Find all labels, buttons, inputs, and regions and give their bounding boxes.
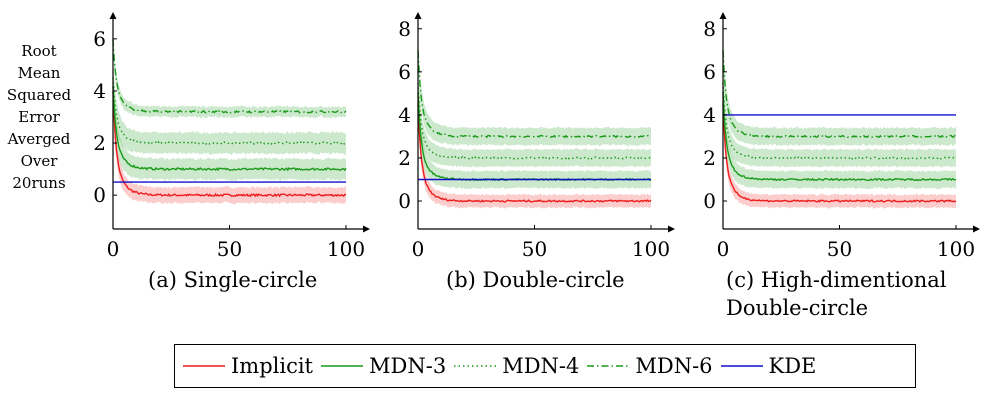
y-tick-label-0: 4 (93, 79, 106, 103)
legend-swatch-kde (720, 365, 763, 367)
x-tick-label-1: 50 (522, 237, 547, 261)
legend-item-kde: KDE (719, 354, 817, 378)
y-tick-label-2: 4 (703, 103, 716, 127)
legend-item-mdn6: MDN-6 (585, 354, 713, 378)
y-tick-label-2: 2 (703, 146, 716, 170)
series-line-mdn-3-0 (112, 85, 347, 172)
x-tick-label-0: 50 (217, 237, 242, 261)
legend-swatch-mdn6 (587, 365, 630, 367)
band-implicit-2 (723, 94, 956, 209)
y-axis-arrow-0 (109, 12, 117, 19)
series-line-mdn-4-1 (417, 83, 652, 160)
series-line-implicit-1 (417, 103, 652, 203)
legend-swatch-mdn4 (454, 365, 497, 367)
y-tick-label-1: 6 (398, 60, 411, 84)
band-mdn-3-0 (113, 69, 346, 181)
series-line-mdn-4-2 (722, 82, 957, 160)
chart-panel-1: 0 2 4 6 8 0 50 100 (398, 12, 675, 261)
legend-label-implicit: Implicit (231, 354, 314, 378)
y-tick-label-1: 0 (398, 189, 411, 213)
caption-c: (c) High-dimentional Double-circle (726, 268, 947, 320)
series-line-mdn-6-2 (722, 50, 957, 139)
x-tick-label-0: 0 (107, 237, 120, 261)
legend: Implicit MDN-3 MDN-4 MDN-6 KDE (174, 344, 916, 388)
legend-label-mdn6: MDN-6 (635, 354, 713, 378)
caption-b: (b) Double-circle (446, 268, 625, 292)
x-tick-label-2: 0 (717, 237, 730, 261)
y-tick-label-0: 0 (93, 183, 106, 207)
y-axis-label-line: Error (18, 108, 60, 126)
legend-label-kde: KDE (768, 354, 817, 378)
figure-canvas: 0 2 4 6 0 50 100 0 2 4 6 8 0 50 100 0 2 4 6 8 0 50 100 (93, 12, 980, 261)
band-implicit-1 (418, 92, 651, 209)
y-tick-label-0: 6 (93, 27, 106, 51)
x-tick-label-2: 100 (937, 237, 975, 261)
y-tick-label-1: 4 (398, 103, 411, 127)
series-line-implicit-2 (722, 104, 957, 203)
y-axis-label-line: Root (21, 42, 57, 60)
x-axis-arrow-2 (973, 225, 980, 233)
band-mdn-4-2 (723, 69, 956, 168)
legend-item-mdn3: MDN-3 (319, 354, 446, 378)
band-mdn-4-1 (418, 69, 651, 168)
y-tick-label-2: 8 (703, 17, 716, 41)
y-tick-label-1: 8 (398, 17, 411, 41)
band-mdn-6-1 (418, 37, 651, 147)
caption-a: (a) Single-circle (148, 268, 318, 292)
legend-item-mdn4: MDN-4 (452, 354, 579, 378)
x-tick-label-1: 0 (412, 237, 425, 261)
band-mdn-6-0 (113, 31, 346, 119)
x-axis-arrow-0 (363, 225, 370, 233)
y-tick-label-1: 2 (398, 146, 411, 170)
series-line-mdn-6-0 (112, 39, 347, 115)
band-mdn-4-0 (113, 61, 346, 156)
series-line-mdn-6-1 (417, 50, 652, 139)
y-axis-label-line: Squared (6, 86, 72, 104)
y-axis-arrow-1 (414, 12, 422, 19)
legend-swatch-implicit (183, 365, 225, 367)
y-axis-label-line: Over (20, 152, 58, 170)
legend-item-implicit: Implicit (181, 354, 313, 378)
y-axis-arrow-2 (719, 12, 727, 19)
band-mdn-6-2 (723, 36, 956, 147)
y-tick-label-2: 6 (703, 60, 716, 84)
x-axis-arrow-1 (668, 225, 675, 233)
legend-label-mdn3: MDN-3 (369, 354, 447, 378)
y-tick-label-0: 2 (93, 131, 106, 155)
legend-swatch-mdn3 (321, 365, 364, 367)
x-tick-label-2: 50 (827, 237, 852, 261)
y-axis-label-line: 20runs (12, 174, 66, 192)
y-axis-label-line: Mean (17, 64, 61, 82)
series-line-mdn-4-0 (112, 77, 347, 146)
series-line-implicit-0 (112, 91, 347, 198)
legend-label-mdn4: MDN-4 (502, 354, 580, 378)
chart-panel-2: 0 2 4 6 8 0 50 100 (703, 12, 980, 261)
y-axis-label-line: Averged (7, 130, 71, 148)
y-axis-label: Root Mean Squared Error Averged Over 20r… (0, 40, 78, 194)
y-tick-label-2: 0 (703, 189, 716, 213)
series-line-mdn-3-2 (722, 92, 957, 182)
x-tick-label-0: 100 (327, 237, 365, 261)
x-tick-label-1: 100 (632, 237, 670, 261)
chart-panel-0: 0 2 4 6 0 50 100 (93, 12, 370, 261)
